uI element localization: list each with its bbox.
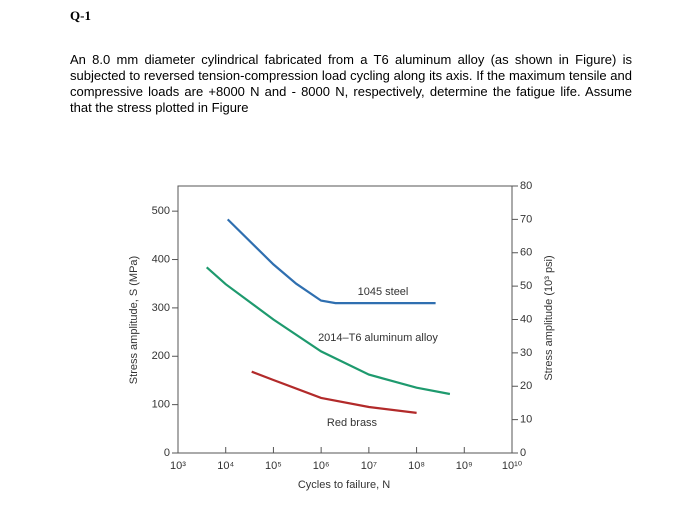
heading: Q-1 xyxy=(70,8,91,23)
y2-tick-label: 0 xyxy=(520,447,526,459)
x-tick-label: 10⁸ xyxy=(408,460,425,472)
x-tick-label: 10⁷ xyxy=(361,460,377,472)
y2-tick-label: 10 xyxy=(520,414,532,426)
x-tick-label: 10⁹ xyxy=(456,460,473,472)
x-tick-label: 10³ xyxy=(170,460,186,472)
y-tick-label: 500 xyxy=(152,205,170,217)
series-label: 2014–T6 aluminum alloy xyxy=(318,332,438,344)
paragraph: An 8.0 mm diameter cylindrical fabricate… xyxy=(70,52,632,115)
y2-tick-label: 20 xyxy=(520,380,532,392)
y-tick-label: 0 xyxy=(164,447,170,459)
x-tick-label: 10¹⁰ xyxy=(502,460,523,472)
y-axis-label: Stress amplitude, S (MPa) xyxy=(128,256,140,384)
x-tick-label: 10⁴ xyxy=(217,460,234,472)
plot-frame xyxy=(177,185,513,454)
y-tick-label: 200 xyxy=(152,350,170,362)
series-line xyxy=(205,266,451,396)
y2-tick-label: 60 xyxy=(520,247,532,259)
series-line xyxy=(226,218,436,305)
y2-tick-label: 40 xyxy=(520,313,532,325)
series-label: Red brass xyxy=(327,417,378,429)
y2-axis-label: Stress amplitude (10³ psi) xyxy=(543,255,555,380)
y-tick-label: 400 xyxy=(152,253,170,265)
series-line xyxy=(251,370,417,414)
x-axis-label: Cycles to failure, N xyxy=(298,479,390,491)
y2-tick-label: 80 xyxy=(520,180,532,192)
x-tick-label: 10⁶ xyxy=(313,460,330,472)
series-label: 1045 steel xyxy=(358,286,409,298)
y-tick-label: 100 xyxy=(152,399,170,411)
x-tick-label: 10⁵ xyxy=(265,460,282,472)
y2-tick-label: 50 xyxy=(520,280,532,292)
y2-tick-label: 70 xyxy=(520,213,532,225)
y2-tick-label: 30 xyxy=(520,347,532,359)
y-tick-label: 300 xyxy=(152,302,170,314)
